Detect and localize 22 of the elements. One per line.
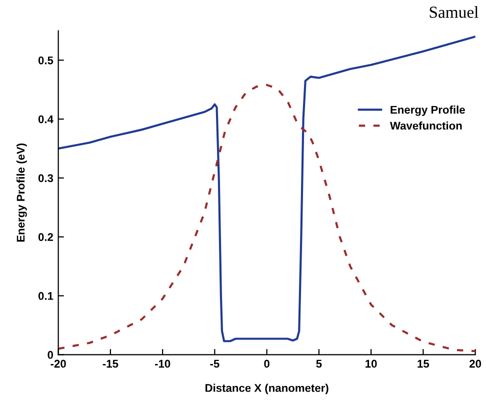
line-series: [58, 36, 476, 342]
x-axis-title: Distance X (nanometer): [206, 384, 328, 394]
x-tick-label: -15: [102, 360, 118, 368]
y-tick-label: 0.5: [38, 56, 54, 64]
y-tick-label: 0.4: [38, 115, 54, 124]
x-tick-label: -20: [50, 360, 66, 368]
x-tick-label: 0: [264, 360, 270, 368]
y-tick-label: 0.1: [38, 292, 54, 300]
x-tick-label: 5: [316, 360, 322, 368]
legend-label: Energy Profile: [390, 106, 465, 116]
y-tick-label: 0.3: [38, 174, 54, 182]
x-tick-label: -5: [210, 360, 220, 368]
line-series: [58, 84, 476, 352]
y-tick-label: 0: [48, 350, 54, 359]
text: Samuel: [430, 6, 478, 18]
x-tick-label: 15: [418, 360, 430, 368]
y-tick-label: 0.2: [38, 233, 54, 242]
x-tick-label: 20: [470, 360, 482, 368]
y-axis-title: Energy Profile (eV): [16, 144, 27, 242]
x-tick-label: -10: [154, 360, 170, 368]
legend-label: Wavefunction: [390, 121, 462, 130]
x-tick-label: 10: [366, 360, 377, 368]
